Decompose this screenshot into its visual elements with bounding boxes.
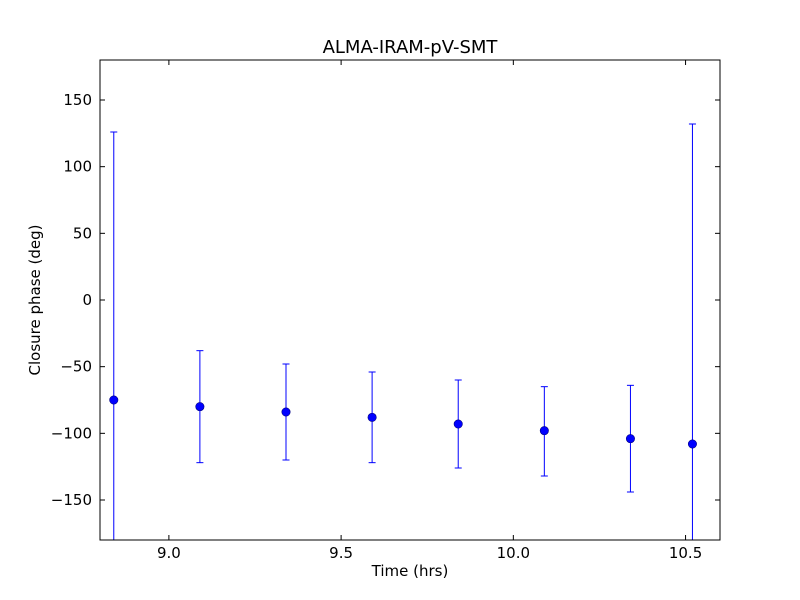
y-axis-label: Closure phase (deg)	[26, 225, 44, 376]
x-tick-label: 10.5	[669, 544, 702, 562]
y-tick-label: −150	[51, 491, 92, 509]
y-tick-label: −50	[60, 358, 92, 376]
x-axis-label: Time (hrs)	[371, 562, 449, 580]
x-tick-label: 10.0	[497, 544, 530, 562]
data-point	[281, 407, 291, 417]
data-point	[687, 439, 697, 449]
x-axis: 9.0 9.5 10.0 10.5	[157, 60, 702, 562]
data-point	[195, 402, 205, 412]
y-tick-label: 0	[82, 291, 92, 309]
y-tick-label: 150	[63, 91, 92, 109]
y-tick-label: 100	[63, 158, 92, 176]
y-tick-label: −100	[51, 424, 92, 442]
data-point	[539, 426, 549, 436]
data-point	[453, 419, 463, 429]
data-point	[625, 434, 635, 444]
chart-title: ALMA-IRAM-pV-SMT	[323, 37, 499, 58]
data-point	[367, 412, 377, 422]
data-marks	[109, 123, 697, 540]
y-tick-label: 50	[73, 224, 92, 242]
y-axis: −150 −100 −50 0 50 100 150	[51, 91, 720, 509]
plot-frame	[99, 59, 721, 541]
x-tick-label: 9.0	[157, 544, 181, 562]
x-tick-label: 9.5	[329, 544, 353, 562]
data-point	[109, 395, 119, 405]
